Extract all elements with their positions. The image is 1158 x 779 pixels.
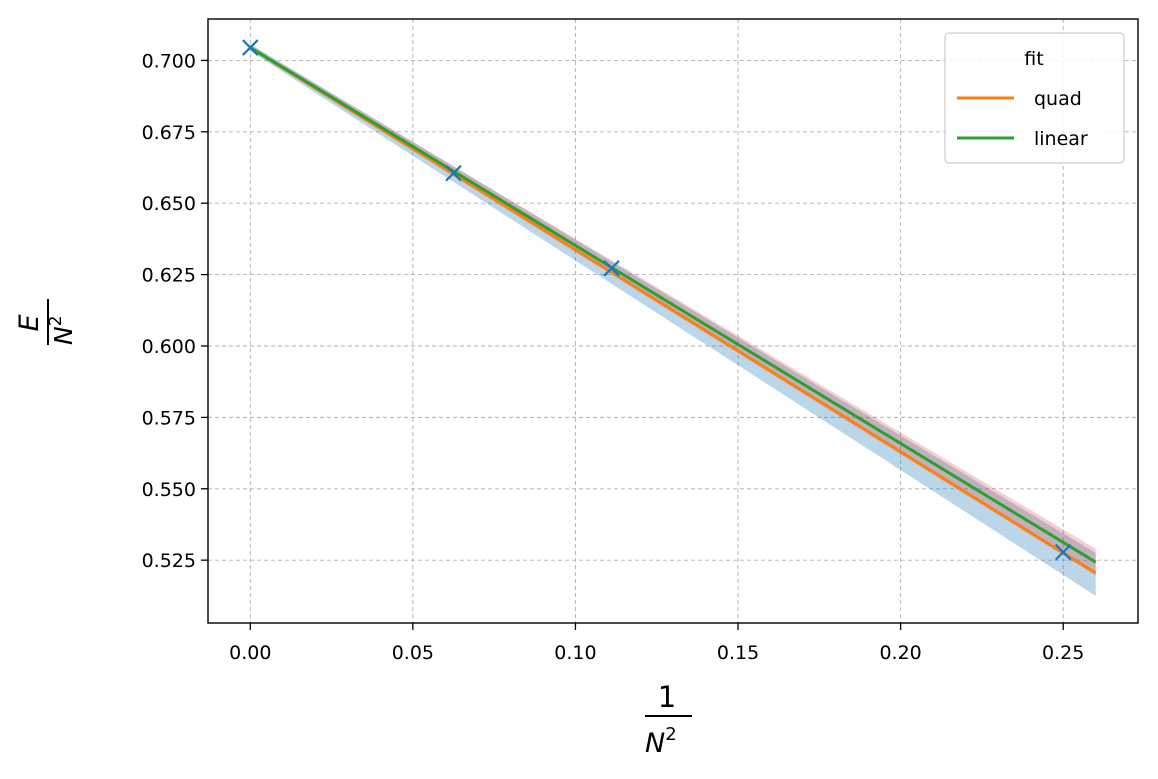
x-tick-label: 0.15 <box>717 642 759 664</box>
x-tick-label: 0.10 <box>554 642 596 664</box>
y-label-den-exp: 2 <box>46 315 66 326</box>
y-tick-label: 0.525 <box>142 550 196 572</box>
legend-label-quad: quad <box>1034 88 1082 110</box>
x-label-den-base: N <box>645 728 665 759</box>
x-label-denominator: N2 <box>645 724 677 759</box>
y-tick-label: 0.650 <box>142 193 196 215</box>
grid <box>208 19 1138 623</box>
data-point-stroke <box>603 260 620 277</box>
x-tick-label: 0.00 <box>229 642 271 664</box>
data-point-stroke <box>445 164 462 182</box>
y-tick-label: 0.550 <box>142 479 196 501</box>
data-point-marker <box>445 164 462 182</box>
x-tick-label: 0.20 <box>879 642 921 664</box>
y-tick-label: 0.700 <box>142 50 196 72</box>
y-label-den-base: N <box>49 326 78 345</box>
x-label-numerator: 1 <box>658 680 676 714</box>
y-tick-label: 0.575 <box>142 407 196 429</box>
y-axis-label: E N2 <box>14 299 78 345</box>
confidence-band-quad <box>250 44 1096 596</box>
data-point-stroke <box>241 39 259 56</box>
x-tick-label: 0.05 <box>392 642 434 664</box>
fit-line-linear <box>249 46 1097 564</box>
data-point-marker <box>1054 543 1072 561</box>
x-label-den-exp: 2 <box>665 724 676 745</box>
y-label-numerator: E <box>14 314 45 331</box>
legend-label-linear: linear <box>1034 128 1088 150</box>
x-axis-label: 1 N2 <box>645 680 692 759</box>
y-tick-label: 0.675 <box>142 122 196 144</box>
ticks: 0.00 0.05 0.10 0.15 0.20 0.25 0.525 0.550 0.575 0… <box>142 50 1085 664</box>
data-markers <box>241 39 1072 561</box>
y-tick-label: 0.600 <box>142 336 196 358</box>
y-tick-label: 0.625 <box>142 265 196 287</box>
legend-title: fit <box>1024 48 1043 70</box>
y-label-denominator: N2 <box>46 315 78 345</box>
data-point-marker <box>603 260 620 277</box>
x-tick-label: 0.25 <box>1042 642 1084 664</box>
data-point-marker <box>241 39 259 56</box>
fit-line-quad <box>249 46 1097 575</box>
legend-box <box>944 32 1125 164</box>
plot-frame <box>207 18 1139 624</box>
data-point-stroke <box>1054 543 1072 561</box>
fit-lines <box>249 46 1097 575</box>
legend: fit quad linear <box>944 32 1125 164</box>
